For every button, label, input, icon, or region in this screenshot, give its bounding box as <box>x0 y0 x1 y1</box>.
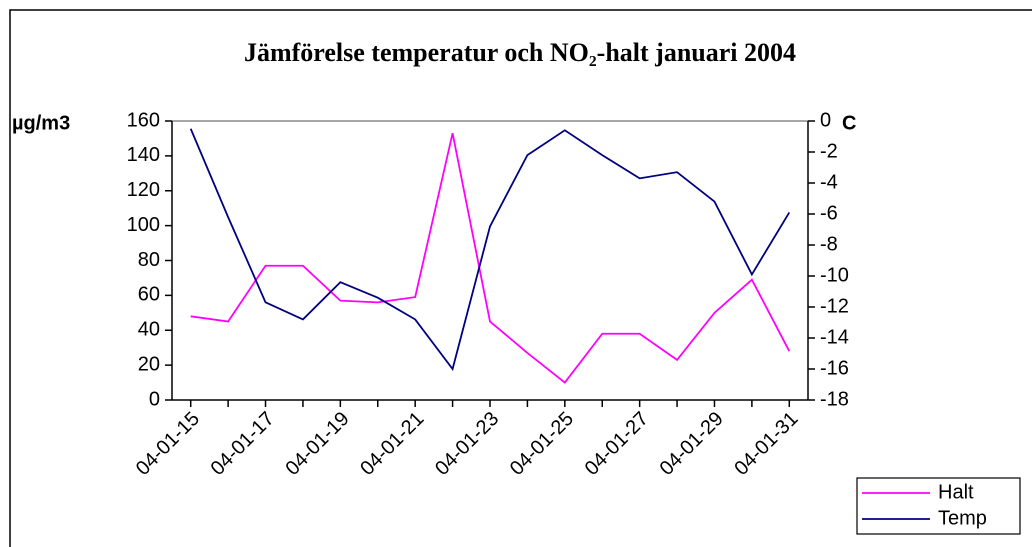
x-tick-label: 04-01-25 <box>506 408 578 480</box>
y2-tick-label: -18 <box>820 388 849 410</box>
y-tick-label: 120 <box>127 179 160 201</box>
series-line <box>189 128 791 372</box>
x-tick-label: 04-01-23 <box>431 408 503 480</box>
y-tick-label: 60 <box>138 284 160 306</box>
legend-box <box>856 477 1021 535</box>
y2-tick-label: -6 <box>820 202 838 224</box>
legend-label: Halt <box>938 481 974 503</box>
x-tick-label: 04-01-17 <box>207 408 279 480</box>
x-tick-label: 04-01-29 <box>656 408 728 480</box>
chart-title: Jämförelse temperatur och NO₂-halt janua… <box>244 38 796 67</box>
x-tick-label: 04-01-19 <box>281 408 353 480</box>
y-tick-label: 140 <box>127 144 160 166</box>
y-tick-label: 100 <box>127 214 160 236</box>
y-tick-label: 20 <box>138 353 160 375</box>
y2-tick-label: -10 <box>820 264 849 286</box>
y2-tick-label: -14 <box>820 326 849 348</box>
y-tick-label: 80 <box>138 249 160 271</box>
legend-label: Temp <box>938 507 987 529</box>
y-axis-label: µg/m3 <box>12 112 70 134</box>
x-tick-label: 04-01-27 <box>581 408 653 480</box>
y-tick-label: 0 <box>149 388 160 410</box>
y2-tick-label: -2 <box>820 140 838 162</box>
y2-tick-label: -12 <box>820 295 849 317</box>
y2-tick-label: 0 <box>820 109 831 131</box>
series-line <box>190 133 791 384</box>
x-tick-label: 04-01-31 <box>730 408 802 480</box>
x-tick-label: 04-01-21 <box>356 408 428 480</box>
y2-tick-label: -16 <box>820 357 849 379</box>
y2-axis-label: C <box>842 112 856 134</box>
y2-tick-label: -8 <box>820 233 838 255</box>
y2-tick-label: -4 <box>820 171 838 193</box>
y-tick-label: 160 <box>127 109 160 131</box>
x-tick-label: 04-01-15 <box>132 408 204 480</box>
chart-border <box>9 9 1032 547</box>
y-tick-label: 40 <box>138 319 160 341</box>
